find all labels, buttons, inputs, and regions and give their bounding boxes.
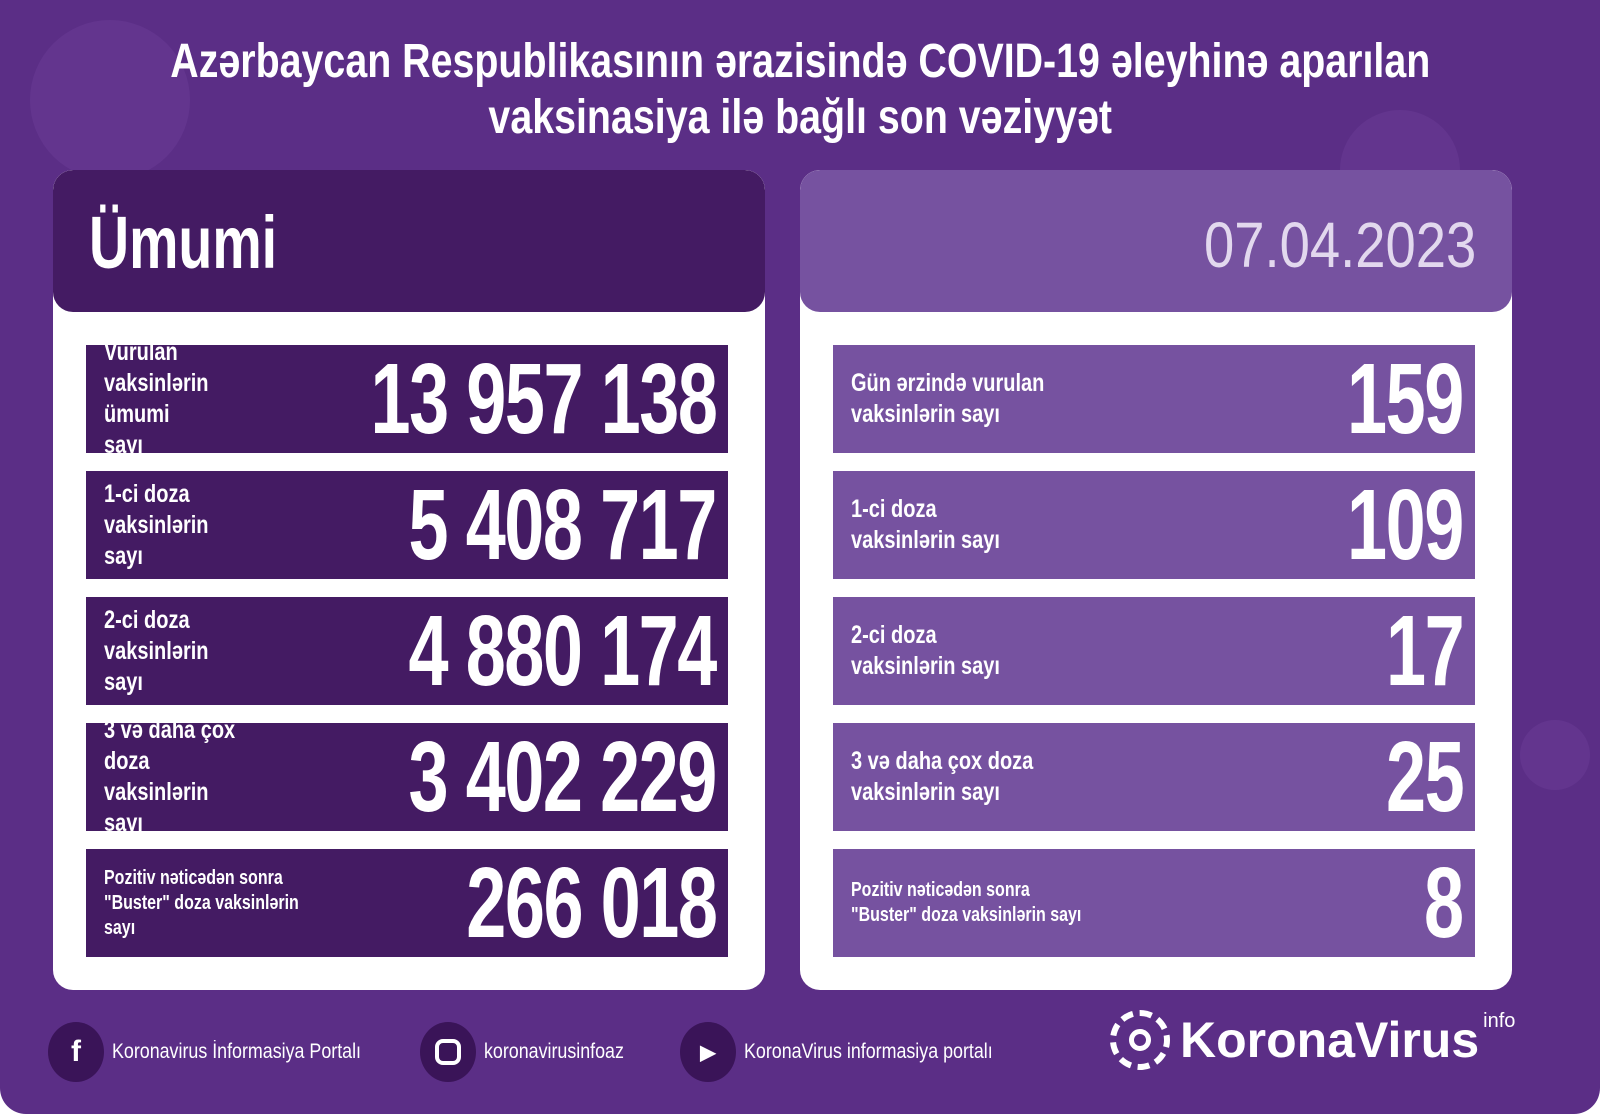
stat-row: 2-ci doza vaksinlərin sayı 17 xyxy=(833,595,1475,707)
stat-label: 1-ci doza vaksinlərin sayı xyxy=(104,479,209,570)
stat-row: Pozitiv nəticədən sonra "Buster" doza va… xyxy=(833,847,1475,959)
stat-row: 2-ci doza vaksinlərin sayı 4 880 174 xyxy=(86,595,728,707)
daily-card: 07.04.2023 Gün ərzində vurulan vaksinlər… xyxy=(800,170,1512,990)
total-header: Ümumi xyxy=(53,170,765,312)
stat-row: Gün ərzində vurulan vaksinlərin sayı 159 xyxy=(833,343,1475,455)
total-card: Ümumi Vurulan vaksinlərin ümumi sayı 13 9… xyxy=(53,170,765,990)
title-line-2: vaksinasiya ilə bağlı son vəziyyət xyxy=(488,91,1112,144)
virus-decoration xyxy=(30,20,190,180)
stat-label: Pozitiv nəticədən sonra "Buster" doza va… xyxy=(851,879,1082,926)
stat-row: 3 və daha çox doza vaksinlərin sayı 3 402… xyxy=(86,716,728,837)
report-date: 07.04.2023 xyxy=(1203,209,1476,281)
stat-value: 13 957 138 xyxy=(370,342,717,455)
page-title: Azərbaycan Respublikasının ərazisində CO… xyxy=(0,34,1600,146)
stat-label: Vurulan vaksinlərin ümumi sayı xyxy=(104,338,209,459)
stat-row: 1-ci doza vaksinlərin sayı 5 408 717 xyxy=(86,469,728,581)
stat-label: Pozitiv nəticədən sonra "Buster" doza va… xyxy=(104,866,299,939)
stat-row: 1-ci doza vaksinlərin sayı 109 xyxy=(833,469,1475,581)
stat-value: 25 xyxy=(1385,720,1465,833)
daily-header: 07.04.2023 xyxy=(800,170,1512,312)
stat-value: 3 402 229 xyxy=(408,720,718,833)
instagram-label: koronavirusinfoaz xyxy=(484,1040,624,1063)
facebook-link[interactable]: f Koronavirus İnformasiya Portalı xyxy=(48,1022,405,1082)
youtube-label: KoronaVirus informasiya portalı xyxy=(744,1040,993,1063)
stat-value: 17 xyxy=(1385,594,1465,707)
youtube-link[interactable]: ▶ KoronaVirus informasiya portalı xyxy=(680,1022,1037,1082)
stat-row: Pozitiv nəticədən sonra "Buster" doza va… xyxy=(86,847,728,959)
brand-name: KoronaVirus xyxy=(1180,1012,1480,1068)
stat-value: 159 xyxy=(1347,342,1464,455)
stat-label: 3 və daha çox doza vaksinlərin sayı xyxy=(851,747,1034,806)
stat-value: 5 408 717 xyxy=(408,468,718,581)
virus-decoration xyxy=(1520,720,1590,790)
stat-row: Vurulan vaksinlərin ümumi sayı 13 957 138 xyxy=(86,338,728,459)
instagram-link[interactable]: koronavirusinfoaz xyxy=(420,1022,649,1082)
stat-label: 2-ci doza vaksinlərin sayı xyxy=(851,621,1000,680)
stat-value: 8 xyxy=(1424,846,1464,959)
stat-label: Gün ərzində vurulan vaksinlərin sayı xyxy=(851,369,1045,428)
stat-label: 1-ci doza vaksinlərin sayı xyxy=(851,495,1000,554)
koronavirus-logo: KoronaVirus info xyxy=(1110,1010,1515,1070)
stat-label: 2-ci doza vaksinlərin sayı xyxy=(104,605,209,696)
total-heading: Ümumi xyxy=(89,201,278,284)
facebook-icon: f xyxy=(48,1022,104,1082)
brand-sup: info xyxy=(1483,1010,1516,1032)
title-line-1: Azərbaycan Respublikasının ərazisində CO… xyxy=(170,35,1430,88)
stat-value: 4 880 174 xyxy=(408,594,718,707)
instagram-icon xyxy=(420,1022,476,1082)
stat-row: 3 və daha çox doza vaksinlərin sayı 25 xyxy=(833,721,1475,833)
stat-label: 3 və daha çox doza vaksinlərin sayı xyxy=(104,716,236,837)
footer: f Koronavirus İnformasiya Portalı koronav… xyxy=(0,1022,1600,1082)
stat-value: 109 xyxy=(1347,468,1464,581)
stat-value: 266 018 xyxy=(465,846,718,959)
sun-logo-icon xyxy=(1110,1010,1170,1070)
facebook-label: Koronavirus İnformasiya Portalı xyxy=(112,1040,362,1063)
youtube-icon: ▶ xyxy=(680,1022,736,1082)
